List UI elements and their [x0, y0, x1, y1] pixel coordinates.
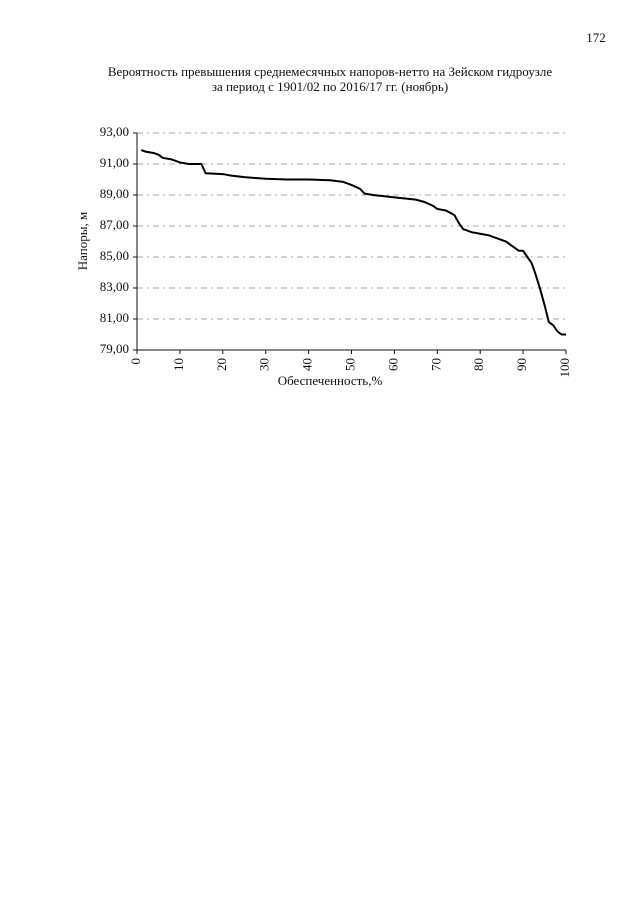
chart-subtitle: за период с 1901/02 по 2016/17 гг. (нояб…	[212, 79, 448, 94]
data-line	[140, 149, 566, 336]
x-tick-label: 70	[428, 358, 443, 371]
y-tick-label: 93,00	[100, 124, 129, 139]
x-tick-label: 50	[342, 358, 357, 371]
y-tick-label: 89,00	[100, 186, 129, 201]
y-tick-label: 81,00	[100, 310, 129, 325]
x-tick-label: 20	[214, 358, 229, 371]
y-tick-label: 79,00	[100, 341, 129, 356]
y-tick-label: 87,00	[100, 217, 129, 232]
x-tick-label: 60	[385, 358, 400, 371]
x-tick-label: 10	[171, 358, 186, 371]
x-tick-label: 0	[128, 358, 143, 365]
x-axis-label: Обеспеченность,%	[278, 373, 383, 388]
y-tick-label: 85,00	[100, 248, 129, 263]
y-tick-label: 83,00	[100, 279, 129, 294]
x-tick-label: 30	[257, 358, 272, 371]
page-number: 172	[586, 30, 606, 45]
x-tick-label: 100	[557, 358, 572, 378]
y-tick-label: 91,00	[100, 155, 129, 170]
chart-title: Вероятность превышения среднемесячных на…	[108, 64, 553, 79]
y-axis-label: Напоры, м	[75, 212, 90, 270]
x-tick-label: 90	[514, 358, 529, 371]
x-tick-label: 80	[471, 358, 486, 371]
x-tick-label: 40	[300, 358, 315, 371]
